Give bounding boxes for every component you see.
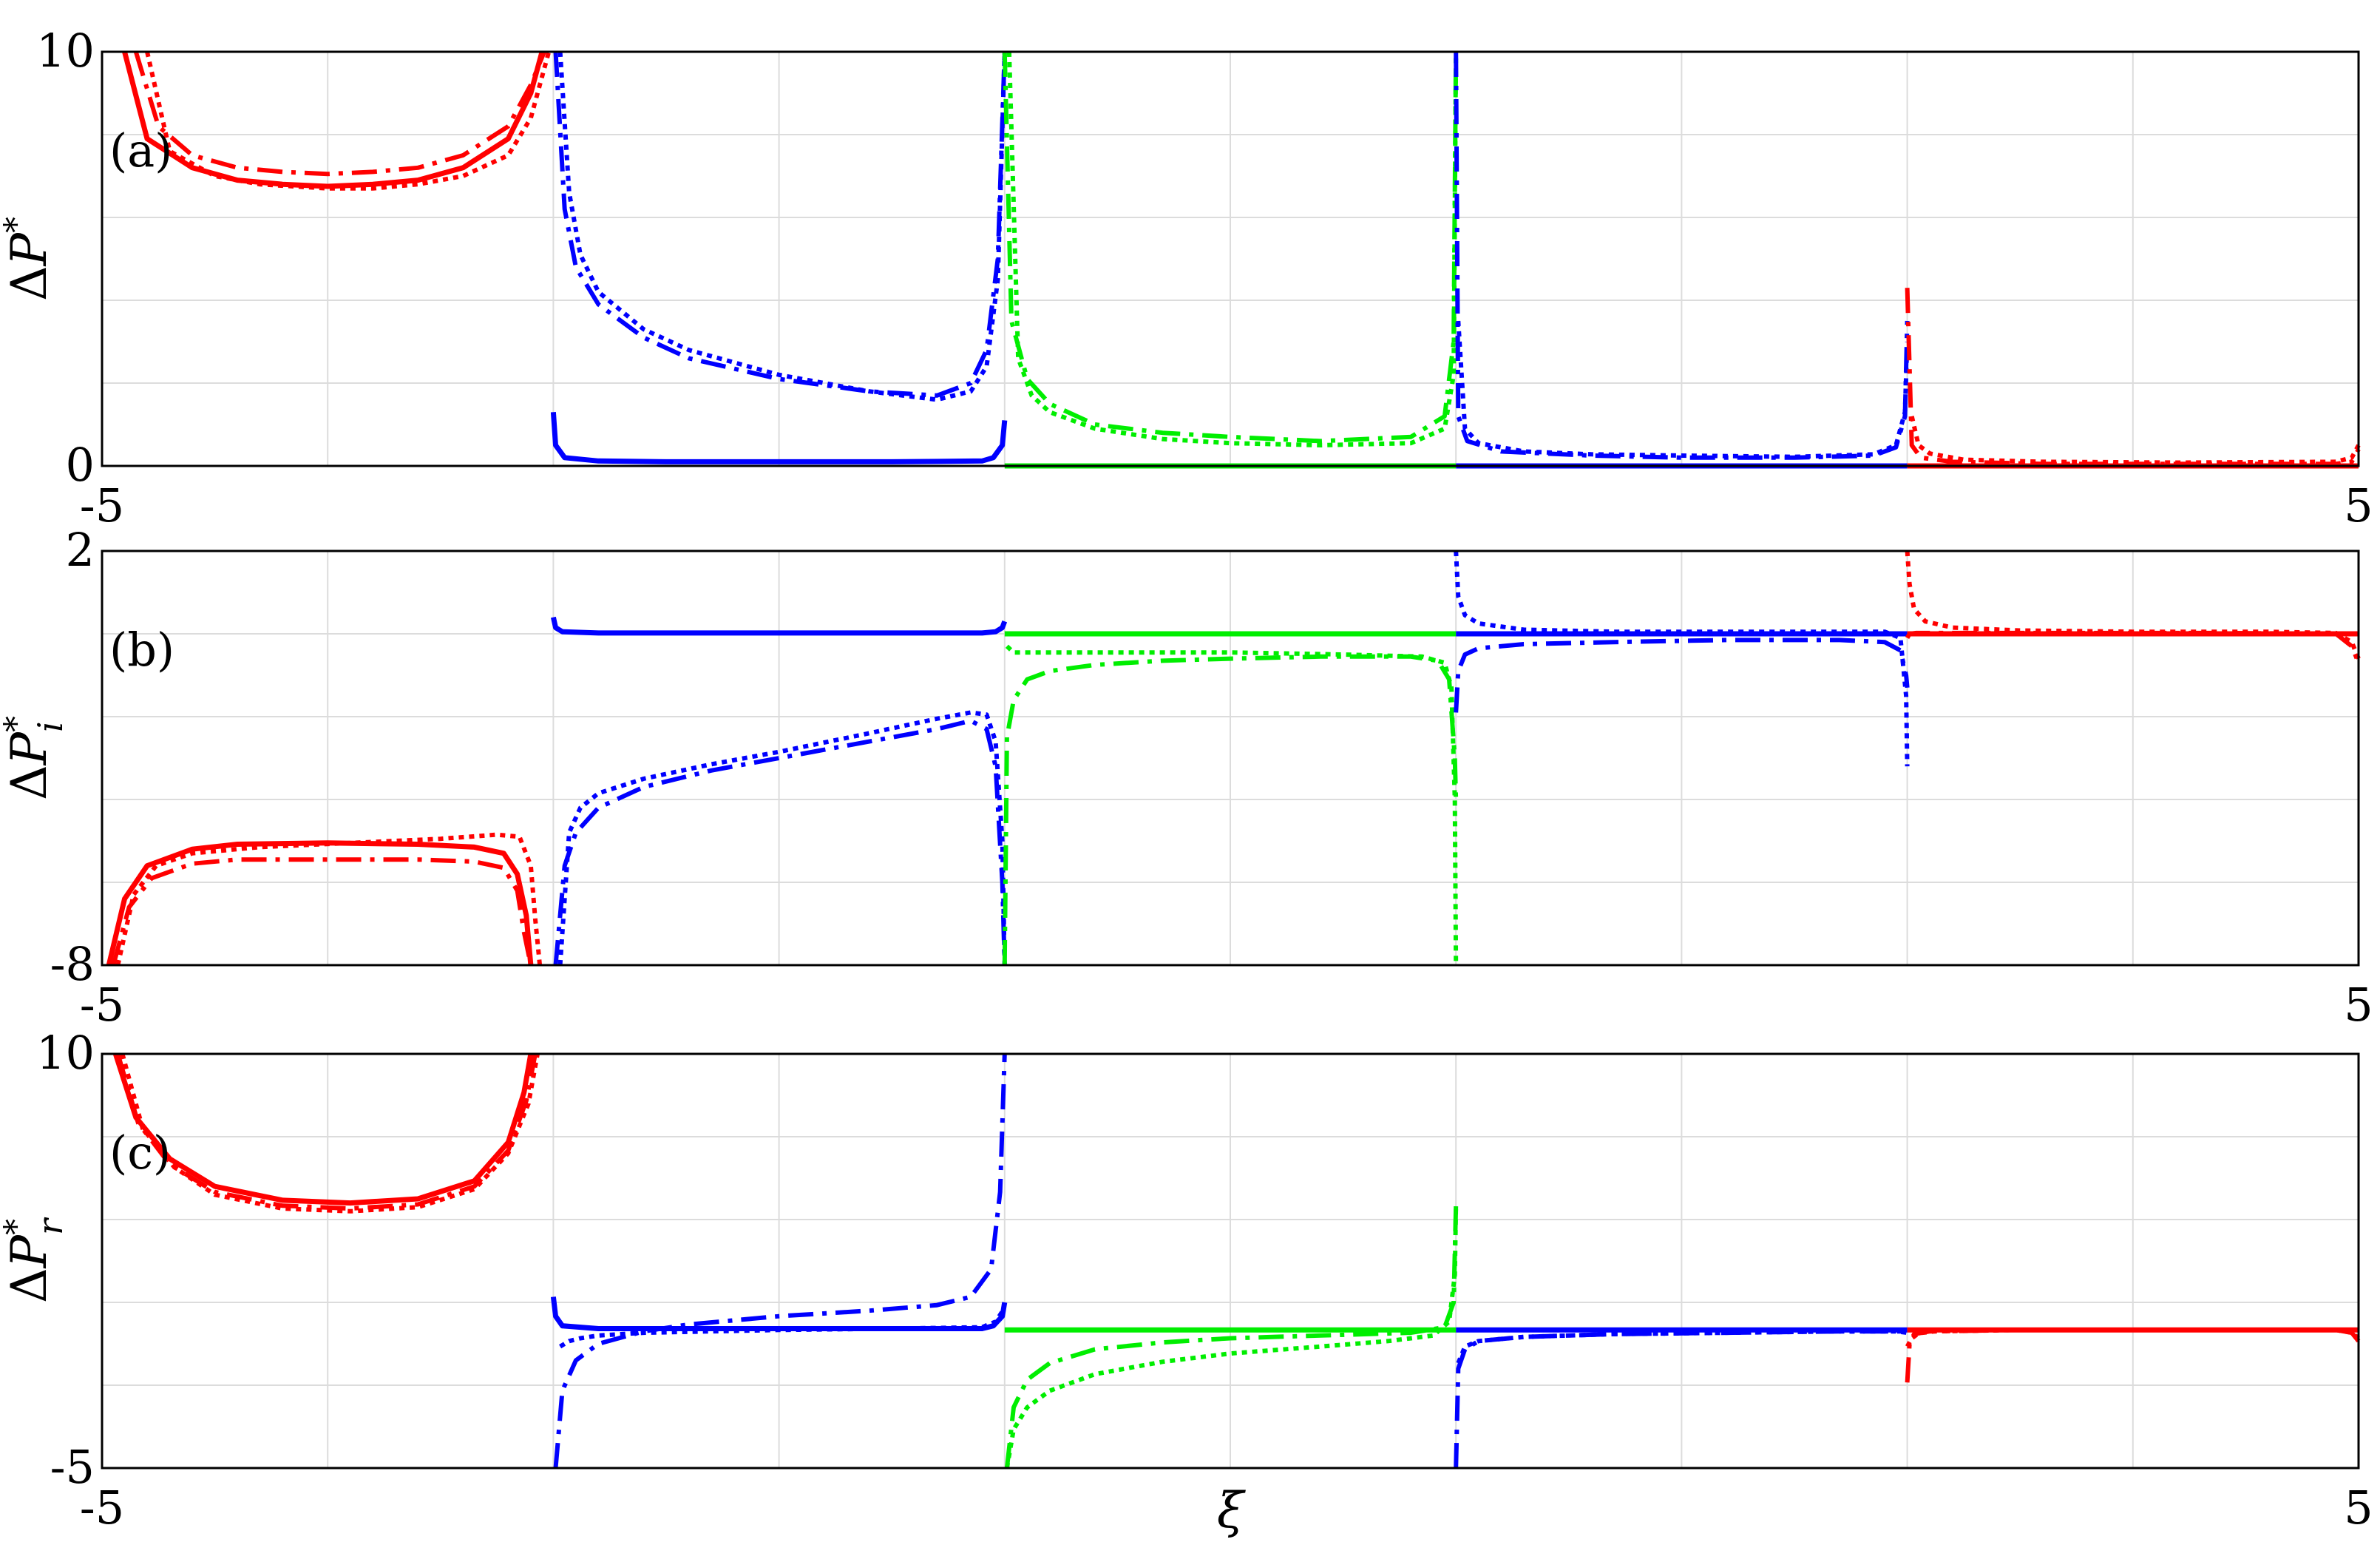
panel-a-frame — [101, 50, 2360, 467]
panel-a-grid — [102, 52, 2359, 466]
panel-a-ytick-max: 10 — [36, 24, 95, 78]
panel-a-xtick-max: 5 — [2344, 479, 2373, 532]
panel-a-series-red-dotted-2 — [145, 51, 552, 191]
panel-c-label: (c) — [109, 1126, 171, 1180]
panel-a-series-blue-dotted-5 — [557, 51, 1007, 402]
panel-a-series-green-dashdot-7 — [1002, 51, 1459, 444]
panel-b-series-green-dotted-8 — [1005, 644, 1459, 966]
panel-a-ylabel: ΔP* — [0, 217, 58, 301]
panel-a: (a) 10 0 -5 5 ΔP* — [0, 24, 2373, 532]
panel-b-ytick-max: 2 — [66, 523, 95, 577]
panel-b-series-blue-dotted-11 — [1454, 550, 1910, 767]
panel-a-series-blue-solid-3 — [550, 411, 1008, 464]
panel-a-ytick-min: 0 — [66, 438, 95, 492]
panel-c-xlabel: ξ — [1217, 1482, 1247, 1539]
panel-b-frame — [101, 549, 2360, 967]
panel-c-ylabel: ΔP*r — [0, 1217, 70, 1303]
panel-c-ytick-min: -5 — [50, 1440, 95, 1494]
panel-c-series-blue-dashdot-4 — [553, 1053, 1007, 1469]
panel-c-series-red-dotted-14 — [1905, 1328, 2360, 1348]
panel-c-frame — [101, 1052, 2360, 1470]
panel-b-grid — [102, 551, 2359, 965]
panel-c-xtick-min: -5 — [80, 1481, 124, 1535]
panel-c-grid — [102, 1054, 2359, 1468]
panel-a-series — [122, 50, 2361, 469]
panel-c-series-green-dotted-8 — [1004, 1205, 1459, 1469]
panel-a-series-red-dashdot-1 — [133, 50, 546, 177]
panel-b-series-green-dashdot-7 — [1002, 654, 1459, 966]
panel-c-series-red-solid-0 — [112, 1052, 534, 1206]
panel-a-series-blue-dashdot-4 — [553, 51, 1007, 398]
panel-b-series-blue-dashdot-10 — [1454, 638, 1910, 713]
panel-b-ylabel: ΔP*i — [0, 716, 70, 800]
panel-b-series-blue-solid-3 — [550, 616, 1008, 636]
panel-b-series-red-solid-0 — [106, 840, 534, 966]
panel-c-xtick-max: 5 — [2344, 1481, 2373, 1535]
panel-b-series-red-dotted-14 — [1905, 550, 2361, 660]
panel-c: (c) 10 -5 -5 5 ΔP*r ξ — [0, 1026, 2373, 1539]
panel-a-xtick-min: -5 — [80, 479, 124, 532]
panel-b-label: (b) — [109, 623, 174, 677]
panel-a-series-blue-dashdot-10 — [1454, 51, 1910, 460]
panel-c-series — [112, 1052, 2361, 1469]
panel-b-series-blue-dotted-5 — [557, 710, 1007, 966]
panel-a-series-blue-dotted-11 — [1456, 320, 1910, 459]
panel-c-ytick-max: 10 — [36, 1026, 95, 1080]
panel-b-ytick-min: -8 — [50, 937, 95, 991]
panel-c-series-blue-dotted-5 — [559, 1306, 1007, 1349]
panel-b-xtick-max: 5 — [2344, 978, 2373, 1032]
panel-a-series-red-solid-0 — [122, 51, 545, 189]
panel-b: (b) 2 -8 -5 5 ΔP*i — [0, 523, 2373, 1032]
panel-b-series-blue-dashdot-4 — [553, 718, 1007, 966]
panel-b-series — [106, 550, 2361, 966]
panel-a-series-red-dotted-14 — [1909, 416, 2361, 465]
panel-c-series-red-dotted-2 — [120, 1053, 540, 1214]
panel-b-xtick-min: -5 — [80, 978, 124, 1032]
panel-b-series-red-dashdot-1 — [111, 857, 533, 966]
panel-c-series-blue-dotted-11 — [1456, 1329, 1908, 1365]
panel-c-series-green-dashdot-7 — [1004, 1205, 1459, 1469]
panel-a-label: (a) — [109, 124, 172, 177]
panel-c-series-red-dashdot-1 — [115, 1053, 538, 1211]
panel-a-series-green-dotted-8 — [1006, 51, 1459, 447]
